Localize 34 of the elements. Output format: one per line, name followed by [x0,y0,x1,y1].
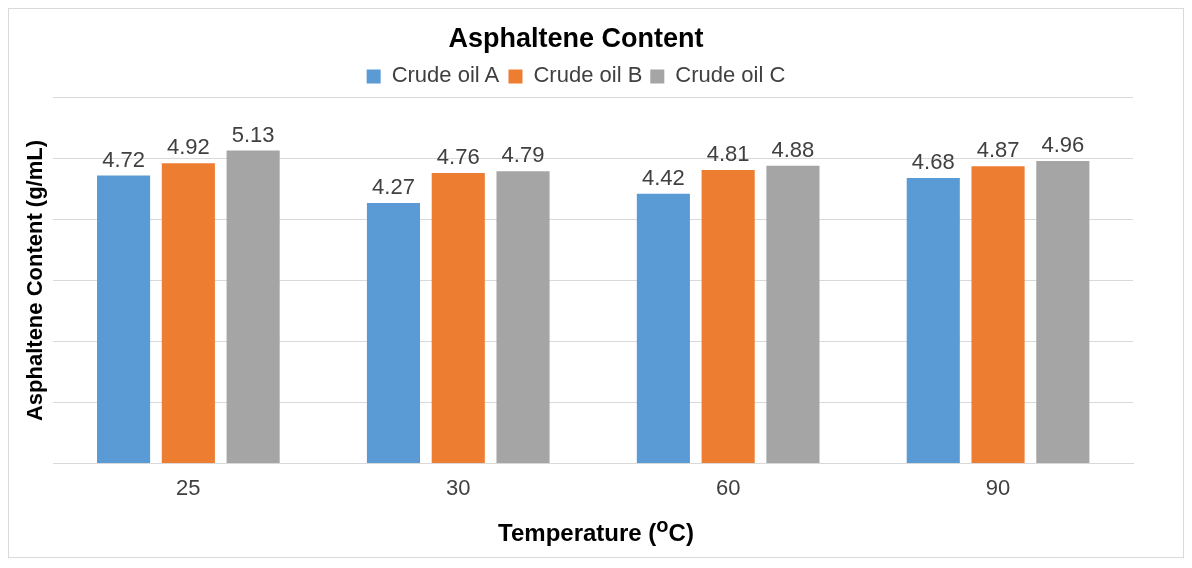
bar [636,193,690,464]
y-axis-title: Asphaltene Content (g/mL) [22,139,48,422]
bar [431,173,485,464]
chart-title: Asphaltene Content [448,22,704,53]
bar [366,202,421,464]
bar [766,165,820,464]
data-label: 4.87 [976,137,1020,163]
bar [161,163,215,464]
data-label: 4.42 [641,164,685,190]
data-label: 4.79 [501,142,545,168]
data-label: 4.27 [372,174,415,200]
x-tick-label: 60 [715,474,741,500]
data-label: 4.72 [102,146,145,172]
bar [701,170,755,464]
bar [971,166,1025,464]
legend-label: Crude oil B [533,62,643,88]
bar [226,150,280,464]
x-tick-label: 30 [446,474,471,500]
legend-label: Crude oil C [675,62,786,88]
data-label: 4.96 [1041,131,1085,157]
bar [496,171,550,464]
bar [906,177,960,464]
data-label: 4.88 [771,136,815,162]
data-label: 4.68 [911,149,955,175]
legend-label: Crude oil A [391,62,500,88]
x-axis-title: Temperature ($^{o}$C) [498,514,694,546]
data-label: 4.92 [166,134,210,160]
bar [1036,160,1090,464]
x-tick-label: 25 [176,474,201,500]
data-label: 4.81 [706,141,750,167]
data-label: 5.13 [231,121,275,147]
bar [97,175,151,464]
data-label: 4.76 [436,144,480,170]
x-tick-label: 90 [985,474,1011,500]
